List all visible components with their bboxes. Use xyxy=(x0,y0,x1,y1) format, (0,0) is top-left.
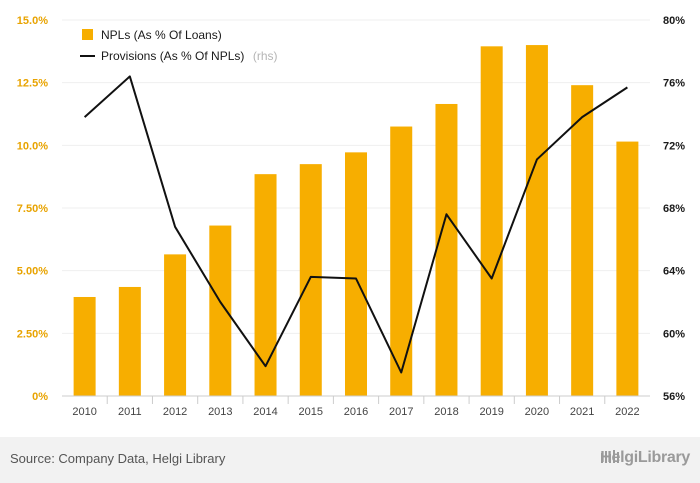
legend: NPLs (As % Of Loans) Provisions (As % Of… xyxy=(80,28,278,64)
left-tick-label: 0% xyxy=(32,391,48,403)
right-tick-label: 72% xyxy=(663,140,685,152)
right-tick-label: 76% xyxy=(663,78,685,90)
legend-swatch-npls xyxy=(82,29,93,40)
left-tick-label: 7.50% xyxy=(17,203,48,215)
right-tick-label: 56% xyxy=(663,391,685,403)
legend-label-npls: NPLs (As % Of Loans) xyxy=(101,28,222,42)
right-tick-label: 60% xyxy=(663,328,685,340)
x-tick-label: 2017 xyxy=(389,406,413,418)
bar-2022 xyxy=(616,141,639,396)
legend-label-rhs: (rhs) xyxy=(253,49,278,63)
source-note: Source: Company Data, Helgi Library xyxy=(10,451,226,466)
x-tick-label: 2021 xyxy=(570,406,594,418)
bar-series-npls xyxy=(73,45,639,397)
bar-2012 xyxy=(164,254,187,396)
x-tick-label: 2012 xyxy=(163,406,187,418)
left-tick-label: 12.5% xyxy=(17,78,48,90)
left-tick-label: 10.0% xyxy=(17,140,48,152)
left-tick-label: 5.00% xyxy=(17,266,48,278)
combo-chart: 0% 56% 2.50% 60% 5.00% 64% 7.50% 68% 10.0% 72% 12.… xyxy=(17,15,685,418)
bar-2013 xyxy=(209,225,232,396)
bar-2018 xyxy=(435,103,458,397)
x-tick-label: 2020 xyxy=(525,406,549,418)
bar-2015 xyxy=(299,164,322,396)
provisions-line xyxy=(83,75,628,374)
legend-label-provisions: Provisions (As % Of NPLs) (rhs) xyxy=(101,47,278,64)
bar-2017 xyxy=(390,126,413,397)
left-tick-label: 15.0% xyxy=(17,15,48,27)
axes: 0% 56% 2.50% 60% 5.00% 64% 7.50% 68% 10.0% 72% 12.… xyxy=(17,15,685,418)
brand-name: HelgiLibrary xyxy=(600,449,690,466)
right-tick-label: 68% xyxy=(663,203,685,215)
line-series-provisions xyxy=(83,75,628,374)
bar-2016 xyxy=(345,152,367,396)
library-icon xyxy=(601,450,620,463)
footer-band xyxy=(0,437,700,483)
x-tick-label: 2011 xyxy=(118,406,142,418)
bar-2020 xyxy=(525,45,548,397)
legend-label-provisions-text: Provisions (As % Of NPLs) xyxy=(101,49,244,63)
bar-2010 xyxy=(73,296,96,396)
bar-2011 xyxy=(118,286,141,396)
bar-2014 xyxy=(254,174,277,396)
x-tick-label: 2015 xyxy=(299,406,323,418)
x-tick-label: 2010 xyxy=(72,406,96,418)
x-tick-label: 2019 xyxy=(479,406,503,418)
x-tick-label: 2014 xyxy=(253,406,277,418)
x-tick-label: 2022 xyxy=(615,406,639,418)
right-tick-label: 80% xyxy=(663,15,685,27)
bar-2019 xyxy=(480,46,503,396)
right-tick-label: 64% xyxy=(663,266,685,278)
bar-2021 xyxy=(571,85,594,396)
x-tick-label: 2018 xyxy=(434,406,458,418)
left-tick-label: 2.50% xyxy=(17,328,48,340)
x-tick-label: 2013 xyxy=(208,406,232,418)
brand-logo: HelgiLibrary xyxy=(600,449,690,467)
x-tick-label: 2016 xyxy=(344,406,368,418)
